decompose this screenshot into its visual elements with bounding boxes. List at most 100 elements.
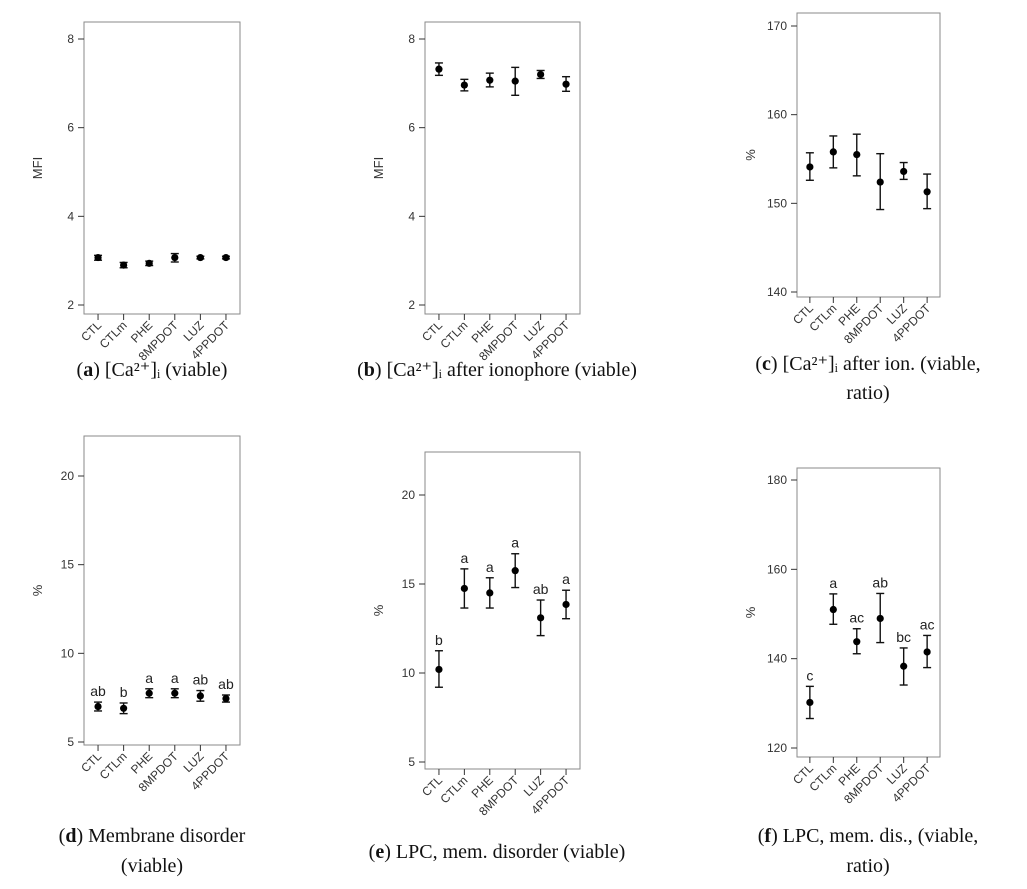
y-tick-label: 160 (767, 108, 787, 122)
mean-point (486, 589, 494, 597)
panel-caption: (a) [Ca²⁺]ᵢ (viable) (77, 359, 228, 381)
caption-letter: f (764, 825, 771, 847)
panel-f: 120140160180%CTLcCTLmaPHEac8MPDOTabLUZbc… (743, 467, 979, 877)
panel-d: 5101520%CTLabCTLmbPHEa8MPDOTaLUZab4PPDOT… (30, 435, 246, 877)
caption-letter: c (762, 353, 771, 375)
caption-paren: ) (771, 353, 778, 375)
mean-point (145, 689, 153, 697)
mean-point (900, 167, 908, 176)
plot-frame (83, 435, 241, 746)
caption-line: (viable) (121, 855, 183, 877)
significance-letter: ac (920, 616, 935, 632)
significance-letter: b (120, 684, 128, 700)
caption-line: (e) LPC, mem. disorder (viable) (369, 841, 626, 863)
mean-point (120, 261, 128, 269)
mean-point (486, 76, 494, 84)
y-tick-label: 5 (408, 755, 415, 769)
y-tick-label: 160 (767, 562, 787, 576)
caption-paren: ) (76, 825, 83, 847)
x-tick-label-ctlm: CTLm (437, 773, 470, 806)
significance-letter: a (145, 670, 153, 686)
y-tick-label: 140 (767, 285, 787, 299)
caption-paren: ( (369, 841, 376, 863)
caption-text: Membrane disorder (83, 825, 246, 847)
caption-line: ratio) (846, 382, 889, 404)
significance-letter: bc (896, 629, 911, 645)
caption-line: (f) LPC, mem. dis., (viable, (758, 825, 979, 847)
significance-letter: c (806, 667, 813, 683)
y-axis-label: % (743, 606, 758, 618)
y-tick-label: 8 (408, 32, 415, 46)
significance-letter: b (435, 632, 443, 648)
caption-paren: ( (755, 353, 762, 375)
significance-letter: a (460, 550, 468, 566)
caption-paren: ( (59, 825, 66, 847)
plot-frame (424, 21, 581, 315)
y-axis-label: % (371, 604, 386, 616)
mean-point (120, 704, 128, 712)
y-tick-label: 2 (408, 298, 415, 312)
caption-paren: ) (771, 825, 778, 847)
caption-text: [Ca²⁺]ᵢ after ionophore (viable) (382, 359, 637, 381)
y-tick-label: 10 (402, 666, 416, 680)
caption-paren: ) (384, 841, 391, 863)
significance-letter: a (829, 575, 837, 591)
plot-frame (796, 12, 941, 298)
mean-point (900, 662, 908, 670)
significance-letter: ab (90, 683, 106, 699)
mean-point (562, 600, 570, 609)
significance-letter: ab (193, 672, 209, 688)
mean-point (829, 148, 837, 156)
significance-letter: ab (218, 676, 234, 692)
caption-line: ratio) (846, 855, 889, 877)
mean-point (923, 648, 931, 656)
significance-letter: a (486, 559, 494, 575)
y-tick-label: 6 (67, 121, 74, 135)
panel-e: 5101520%CTLbCTLmaPHEa8MPDOTaLUZab4PPDOTa… (369, 451, 626, 863)
caption-text: [Ca²⁺]ᵢ after ion. (viable, (778, 353, 981, 375)
caption-paren: ) (375, 359, 382, 381)
caption-line: (b) [Ca²⁺]ᵢ after ionophore (viable) (357, 359, 637, 381)
x-tick-label-ctlm: CTLm (97, 749, 130, 782)
y-tick-label: 10 (61, 646, 75, 660)
y-tick-label: 120 (767, 741, 787, 755)
panel-caption: (b) [Ca²⁺]ᵢ after ionophore (viable) (357, 359, 637, 381)
y-tick-label: 20 (61, 469, 75, 483)
mean-point (460, 584, 468, 593)
caption-line: (a) [Ca²⁺]ᵢ (viable) (77, 359, 228, 381)
significance-letter: a (511, 535, 519, 551)
caption-letter: e (375, 841, 384, 863)
mean-point (435, 65, 443, 73)
mean-point (806, 163, 814, 171)
caption-paren: ) (93, 359, 100, 381)
plot-frame (796, 467, 941, 758)
mean-point (196, 692, 204, 700)
caption-line: (c) [Ca²⁺]ᵢ after ion. (viable, (755, 353, 980, 375)
x-tick-label-ctlm: CTLm (97, 318, 130, 351)
significance-letter: a (562, 571, 570, 587)
mean-point (435, 665, 443, 674)
mean-point (511, 77, 519, 85)
caption-text: [Ca²⁺]ᵢ (viable) (100, 359, 228, 381)
y-axis-label: MFI (371, 157, 386, 179)
mean-point (222, 253, 230, 262)
y-axis-label: % (743, 149, 758, 161)
mean-point (94, 253, 102, 262)
mean-point (537, 614, 545, 622)
y-tick-label: 6 (408, 121, 415, 135)
mean-point (853, 150, 861, 159)
y-tick-label: 2 (67, 298, 74, 312)
y-tick-label: 15 (61, 558, 75, 572)
mean-point (853, 638, 861, 646)
y-tick-label: 150 (767, 196, 787, 210)
y-tick-label: 20 (402, 488, 416, 502)
caption-letter: d (65, 825, 76, 847)
mean-point (171, 689, 179, 697)
significance-letter: ab (872, 574, 888, 590)
caption-letter: b (364, 359, 375, 381)
caption-paren: ( (357, 359, 364, 381)
mean-point (196, 253, 204, 262)
